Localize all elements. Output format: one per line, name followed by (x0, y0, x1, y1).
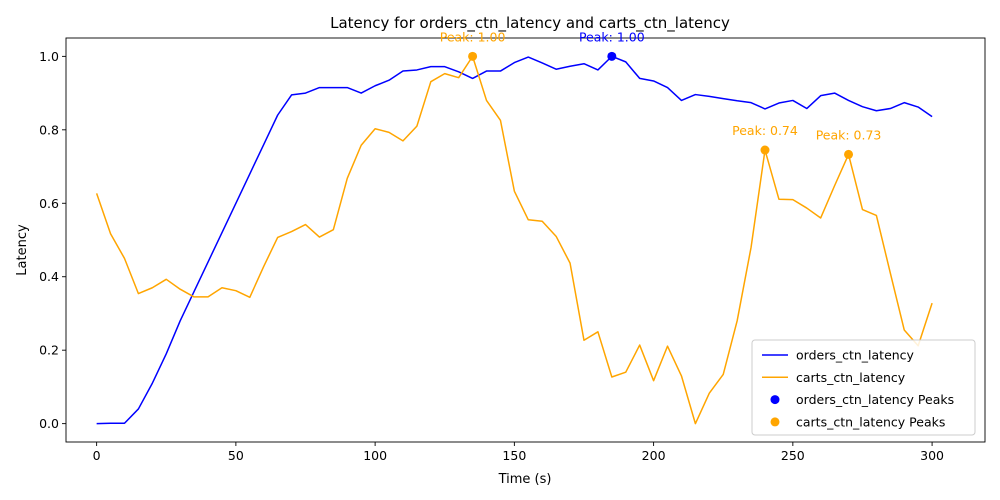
x-tick-label: 200 (642, 448, 666, 463)
peak-marker-carts_ctn_latency (760, 145, 770, 155)
peak-marker-carts_ctn_latency (468, 51, 478, 61)
peak-label: Peak: 1.00 (440, 29, 506, 44)
legend-marker-swatch (770, 395, 780, 405)
legend-box (751, 339, 976, 436)
y-axis-label: Latency (15, 224, 30, 276)
legend-entry-label: orders_ctn_latency (796, 348, 915, 363)
x-tick-label: 250 (781, 448, 805, 463)
axes-frame (65, 37, 986, 443)
y-tick-label: 0.0 (39, 416, 59, 431)
chart-title: Latency for orders_ctn_latency and carts… (330, 14, 730, 33)
peak-marker-orders_ctn_latency (607, 51, 617, 61)
y-tick-label: 1.0 (39, 49, 59, 64)
legend-entry-label: carts_ctn_latency Peaks (796, 414, 945, 429)
legend-entry-label: orders_ctn_latency Peaks (796, 392, 954, 407)
y-tick-label: 0.8 (39, 122, 59, 137)
plot-area: 0 50 100 150 200 250 300 0.0 0.2 0.4 0.6 0.8 1.0 Peak… (39, 29, 986, 463)
legend-entry-label: carts_ctn_latency (796, 370, 906, 385)
series-line-orders_ctn_latency (96, 55, 933, 425)
peak-label: Peak: 1.00 (579, 29, 645, 44)
x-tick-label: 100 (363, 448, 387, 463)
peak-marker-carts_ctn_latency (844, 149, 854, 159)
legend: orders_ctn_latency carts_ctn_latencyorder… (751, 339, 976, 436)
x-tick-label: 300 (920, 448, 944, 463)
series-line-carts_ctn_latency (95, 55, 933, 425)
x-tick-label: 150 (502, 448, 526, 463)
y-tick-label: 0.4 (39, 269, 59, 284)
y-tick-label: 0.2 (39, 343, 59, 358)
x-tick-label: 0 (93, 448, 101, 463)
x-tick-label: 50 (228, 448, 244, 463)
legend-marker-swatch (770, 417, 780, 427)
y-tick-label: 0.6 (39, 196, 59, 211)
x-axis-label: Time (s) (498, 472, 552, 487)
peak-label: Peak: 0.74 (732, 123, 798, 138)
peak-label: Peak: 0.73 (816, 127, 882, 142)
